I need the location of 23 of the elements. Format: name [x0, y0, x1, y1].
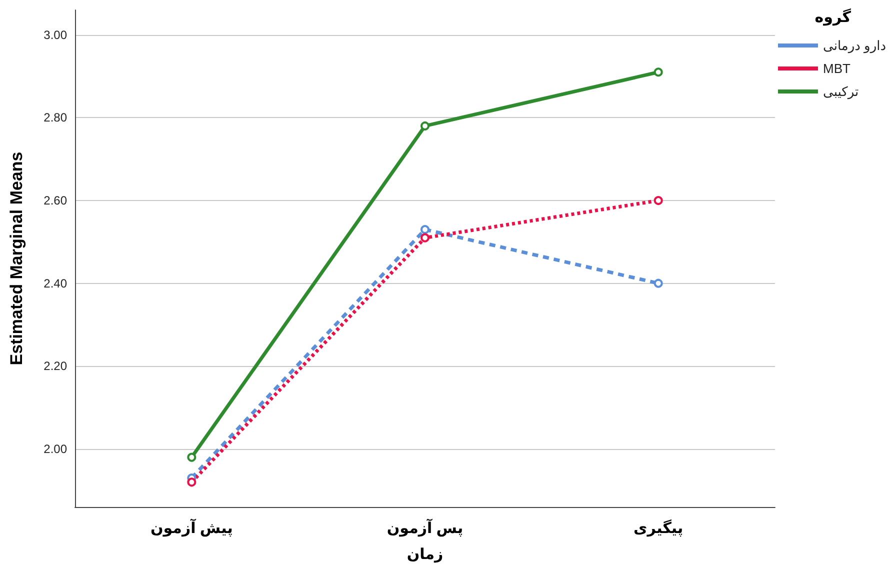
x-tick-label: پس آزمون	[386, 518, 464, 537]
x-tick-label: پیش آزمون	[150, 518, 233, 537]
legend-label: MBT	[822, 61, 850, 76]
point	[654, 196, 663, 206]
point	[420, 225, 430, 234]
point	[187, 478, 196, 487]
y-tick-label: 2.40	[44, 276, 68, 290]
y-tick-label: 3.00	[44, 28, 68, 42]
y-tick-label: 2.60	[44, 194, 68, 208]
point	[420, 233, 430, 242]
point	[654, 278, 663, 288]
y-axis-title: Estimated Marginal Means	[7, 152, 26, 366]
y-tick-label: 2.80	[44, 110, 68, 125]
x-axis-title: زمان	[406, 546, 444, 563]
point	[187, 452, 196, 462]
legend-label: ترکیبی	[822, 84, 860, 100]
y-tick-label: 2.20	[44, 359, 68, 374]
legend-title: گروه	[814, 8, 852, 26]
point	[654, 68, 663, 77]
x-tick-label: پیگیری	[633, 519, 684, 537]
legend-label: دارو درمانی	[822, 38, 886, 54]
point	[420, 121, 430, 130]
y-tick-label: 2.00	[44, 442, 68, 456]
